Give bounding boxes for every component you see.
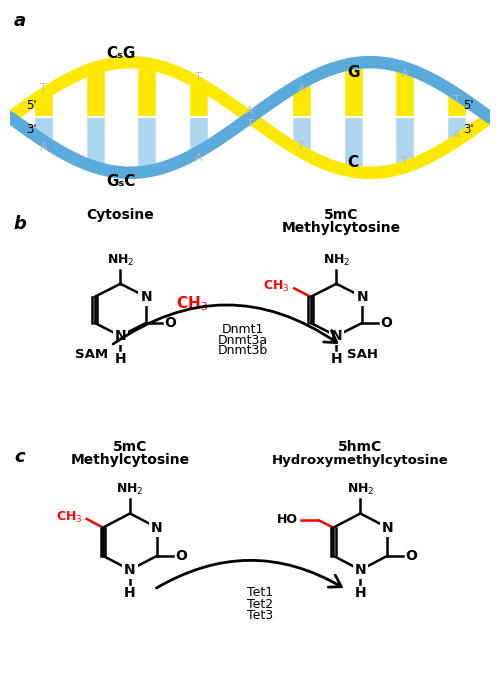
Text: Tet3: Tet3 — [246, 610, 272, 623]
Text: C: C — [348, 155, 359, 170]
Text: NH$_2$: NH$_2$ — [116, 482, 143, 497]
Text: O: O — [406, 549, 417, 563]
Text: O: O — [176, 549, 187, 563]
Text: NH$_2$: NH$_2$ — [323, 253, 350, 268]
Text: T: T — [402, 156, 408, 166]
Text: T: T — [298, 140, 305, 151]
FancyArrowPatch shape — [113, 305, 337, 344]
Text: H: H — [354, 586, 366, 601]
Text: H: H — [330, 352, 342, 366]
Text: A: A — [246, 106, 254, 116]
Text: T: T — [195, 72, 202, 82]
Text: H: H — [124, 586, 136, 601]
Text: NH$_2$: NH$_2$ — [107, 253, 134, 268]
Text: O: O — [164, 316, 176, 330]
Text: A: A — [401, 69, 408, 79]
Text: T: T — [246, 119, 254, 129]
Text: N: N — [124, 563, 136, 577]
Text: 5': 5' — [464, 99, 474, 112]
Text: a: a — [14, 12, 26, 30]
Text: A: A — [452, 129, 460, 140]
Text: O: O — [380, 316, 392, 330]
Text: H: H — [114, 352, 126, 366]
Text: Dnmt1: Dnmt1 — [222, 323, 264, 336]
Text: 3': 3' — [26, 123, 36, 136]
Text: Tet2: Tet2 — [246, 598, 272, 611]
Text: Dnmt3b: Dnmt3b — [218, 344, 268, 357]
Text: GₛC: GₛC — [106, 174, 136, 188]
Text: N: N — [356, 290, 368, 304]
Text: N: N — [140, 290, 152, 304]
Text: CH$_3$: CH$_3$ — [56, 510, 82, 525]
Text: Dnmt3a: Dnmt3a — [218, 334, 268, 347]
Text: 5mC: 5mC — [324, 208, 358, 223]
Text: CₛG: CₛG — [106, 47, 136, 61]
Text: b: b — [14, 215, 26, 233]
Text: CH$_3$: CH$_3$ — [264, 279, 290, 295]
Text: Tet1: Tet1 — [246, 586, 272, 599]
Text: 5hmC: 5hmC — [338, 440, 382, 453]
Text: 5mC: 5mC — [113, 440, 147, 453]
Text: NH$_2$: NH$_2$ — [347, 482, 374, 497]
Text: 3': 3' — [464, 123, 474, 136]
Text: A: A — [194, 153, 202, 163]
Text: Hydroxymethylcytosine: Hydroxymethylcytosine — [272, 453, 449, 466]
Text: SAH: SAH — [348, 348, 378, 361]
Text: A: A — [40, 142, 48, 152]
FancyArrowPatch shape — [156, 560, 342, 588]
Text: CH$_3$: CH$_3$ — [176, 295, 208, 313]
Text: N: N — [151, 521, 163, 534]
Text: A: A — [298, 84, 306, 95]
Text: G: G — [347, 65, 360, 79]
Text: N: N — [114, 329, 126, 343]
Text: 5': 5' — [26, 99, 36, 112]
Text: Methylcytosine: Methylcytosine — [282, 221, 401, 235]
Text: N: N — [354, 563, 366, 577]
Text: SAM: SAM — [75, 348, 108, 361]
Text: T: T — [453, 95, 460, 105]
Text: c: c — [14, 449, 24, 466]
Text: N: N — [382, 521, 393, 534]
Text: HO: HO — [277, 513, 298, 526]
Text: Cytosine: Cytosine — [86, 208, 154, 223]
Text: Methylcytosine: Methylcytosine — [70, 453, 190, 466]
Text: N: N — [330, 329, 342, 343]
Text: T: T — [40, 83, 47, 92]
